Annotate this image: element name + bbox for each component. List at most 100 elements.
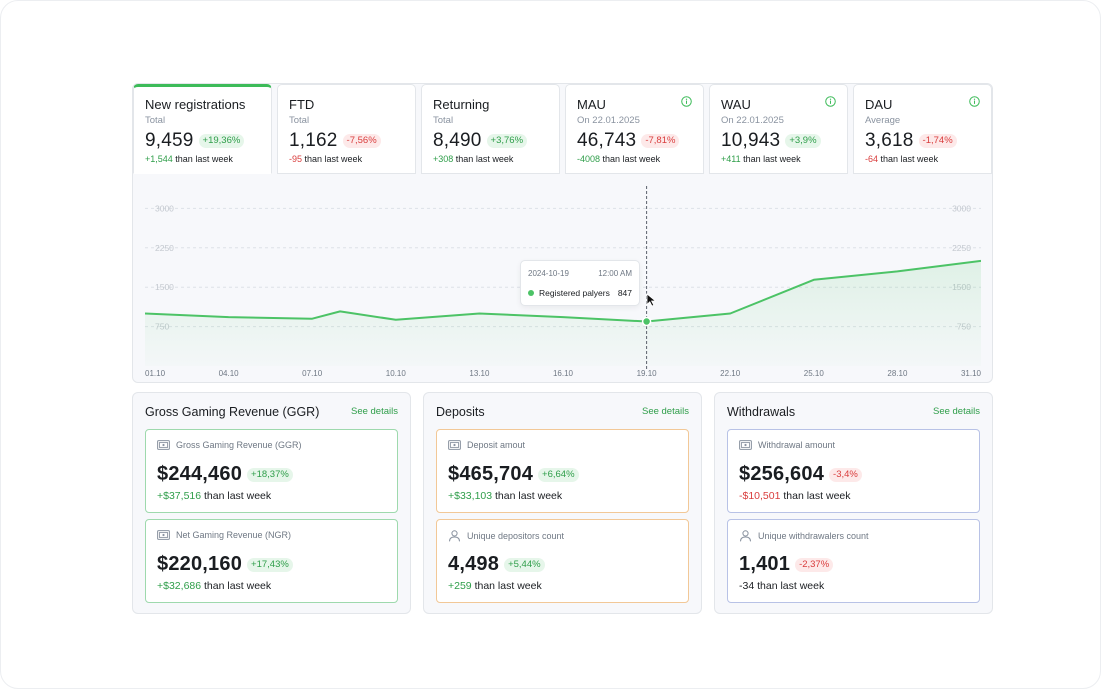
x-tick-label: 13.10: [469, 369, 490, 378]
tab-title: WAU: [721, 97, 751, 112]
y-tick-label: 1500: [155, 282, 174, 292]
metric-deposit-amount: Deposit amout $465,704 +6,64% +$33,103 t…: [436, 429, 689, 513]
metric-label: Net Gaming Revenue (NGR): [176, 530, 292, 540]
metric-label: Unique depositors count: [467, 531, 565, 541]
compare-text: than last week: [757, 580, 825, 592]
registrations-chart[interactable]: 75075015001500225022503000300001.1004.10…: [145, 186, 981, 378]
tab-subtitle: On 22.01.2025: [721, 115, 784, 126]
metric-compare: +$33,103 than last week: [448, 490, 562, 502]
trend-badge: -3,4%: [829, 467, 862, 482]
tab-compare: +308 than last week: [433, 153, 548, 165]
metric-header: Withdrawal amount: [739, 440, 835, 450]
tab-value-row: 3,618 -1,74%: [865, 130, 980, 152]
metric-value: $465,704: [448, 463, 534, 485]
delta-value: +411: [721, 154, 741, 164]
compare-text: than last week: [495, 490, 563, 502]
see-details-link[interactable]: See details: [641, 406, 689, 417]
delta-value: -34: [739, 580, 755, 592]
x-tick-label: 04.10: [219, 369, 240, 378]
tab-ftd[interactable]: FTD Total 1,162 -7,56% -95 than last wee…: [277, 84, 416, 174]
tab-wau[interactable]: WAU On 22.01.2025 10,943 +3,9% +411 than…: [709, 84, 848, 174]
tab-dau[interactable]: DAU Average 3,618 -1,74% -64 than last w…: [853, 84, 992, 174]
trend-badge: +5,44%: [504, 557, 545, 572]
compare-text: than last week: [204, 580, 272, 592]
metric-value: $244,460: [157, 463, 243, 485]
tab-subtitle: Average: [865, 115, 901, 126]
x-tick-label: 10.10: [386, 369, 407, 378]
delta-value: -$10,501: [739, 490, 781, 502]
y-tick-label: 3000: [155, 203, 174, 213]
x-tick-label: 01.10: [145, 369, 166, 378]
x-tick-label: 28.10: [887, 369, 908, 378]
metric-compare: -34 than last week: [739, 580, 824, 592]
compare-text: than last week: [602, 154, 661, 164]
metric-tabs: New registrations Total 9,459 +19,36% +1…: [133, 84, 992, 174]
metric-compare: +$37,516 than last week: [157, 490, 271, 502]
tooltip-time: 12:00 AM: [598, 269, 632, 278]
x-tick-label: 19.10: [637, 369, 658, 378]
x-tick-label: 25.10: [804, 369, 825, 378]
metric-ggr: Gross Gaming Revenue (GGR) $244,460 +18,…: [145, 429, 398, 513]
tooltip-header: 2024-10-19 12:00 AM: [528, 269, 632, 278]
info-icon[interactable]: [681, 96, 692, 107]
metric-value-row: $220,160 +17,43%: [157, 553, 293, 576]
info-icon[interactable]: [969, 96, 980, 107]
cash-icon: [157, 440, 170, 450]
tab-new-registrations[interactable]: New registrations Total 9,459 +19,36% +1…: [133, 84, 272, 174]
trend-badge: -7,81%: [641, 134, 680, 148]
hover-point: [641, 316, 652, 327]
card-title: Deposits: [436, 405, 485, 419]
see-details-link[interactable]: See details: [932, 406, 980, 417]
tooltip-row: Registered palyers 847: [528, 288, 632, 298]
metric-label: Gross Gaming Revenue (GGR): [176, 440, 302, 450]
metric-value: $256,604: [739, 463, 825, 485]
metric-ngr: Net Gaming Revenue (NGR) $220,160 +17,43…: [145, 519, 398, 603]
metric-header: Gross Gaming Revenue (GGR): [157, 440, 302, 450]
tab-title: New registrations: [145, 97, 246, 112]
see-details-link[interactable]: See details: [350, 406, 398, 417]
x-tick-label: 22.10: [720, 369, 741, 378]
metric-value: $220,160: [157, 553, 243, 575]
tab-title: DAU: [865, 97, 893, 112]
tab-mau[interactable]: MAU On 22.01.2025 46,743 -7,81% -4008 th…: [565, 84, 704, 174]
tab-value: 3,618: [865, 130, 914, 151]
delta-value: +308: [433, 154, 454, 164]
compare-text: than last week: [455, 154, 514, 164]
tab-title: FTD: [289, 97, 315, 112]
compare-text: than last week: [880, 154, 939, 164]
delta-value: +$32,686: [157, 580, 202, 592]
series-area: [145, 260, 981, 366]
cursor-icon: [646, 293, 657, 307]
deposits-card: Deposits See details Deposit amout $465,…: [423, 392, 702, 614]
metric-header: Unique depositors count: [448, 530, 564, 542]
tab-returning[interactable]: Returning Total 8,490 +3,76% +308 than l…: [421, 84, 560, 174]
tab-compare: -4008 than last week: [577, 153, 692, 165]
delta-value: +$33,103: [448, 490, 493, 502]
metric-header: Net Gaming Revenue (NGR): [157, 530, 291, 540]
y-tick-label: 2250: [952, 243, 971, 253]
metric-header: Unique withdrawalers count: [739, 530, 869, 542]
delta-value: -4008: [577, 154, 601, 164]
info-icon[interactable]: [825, 96, 836, 107]
metric-label: Withdrawal amount: [758, 440, 836, 450]
ggr-card: Gross Gaming Revenue (GGR) See details G…: [132, 392, 411, 614]
trend-badge: +6,64%: [538, 467, 579, 482]
compare-text: than last week: [743, 154, 801, 164]
metric-withdrawal-amount: Withdrawal amount $256,604 -3,4% -$10,50…: [727, 429, 980, 513]
trend-badge: +3,9%: [785, 134, 821, 148]
tab-value-row: 9,459 +19,36%: [145, 130, 260, 152]
tab-title: MAU: [577, 97, 606, 112]
trend-badge: -2,37%: [795, 557, 834, 572]
y-tick-label: 2250: [155, 243, 174, 253]
cash-icon: [739, 440, 752, 450]
delta-value: -64: [865, 154, 879, 164]
tab-compare: +411 than last week: [721, 153, 836, 165]
metric-unique-withdrawalers: Unique withdrawalers count 1,401 -2,37% …: [727, 519, 980, 603]
metric-compare: +259 than last week: [448, 580, 542, 592]
y-tick-label: 3000: [952, 203, 971, 213]
delta-value: +1,544: [145, 154, 173, 164]
tab-subtitle: Total: [145, 115, 166, 126]
x-tick-label: 31.10: [961, 369, 981, 378]
x-tick-label: 16.10: [553, 369, 574, 378]
metric-value-row: 4,498 +5,44%: [448, 553, 545, 576]
